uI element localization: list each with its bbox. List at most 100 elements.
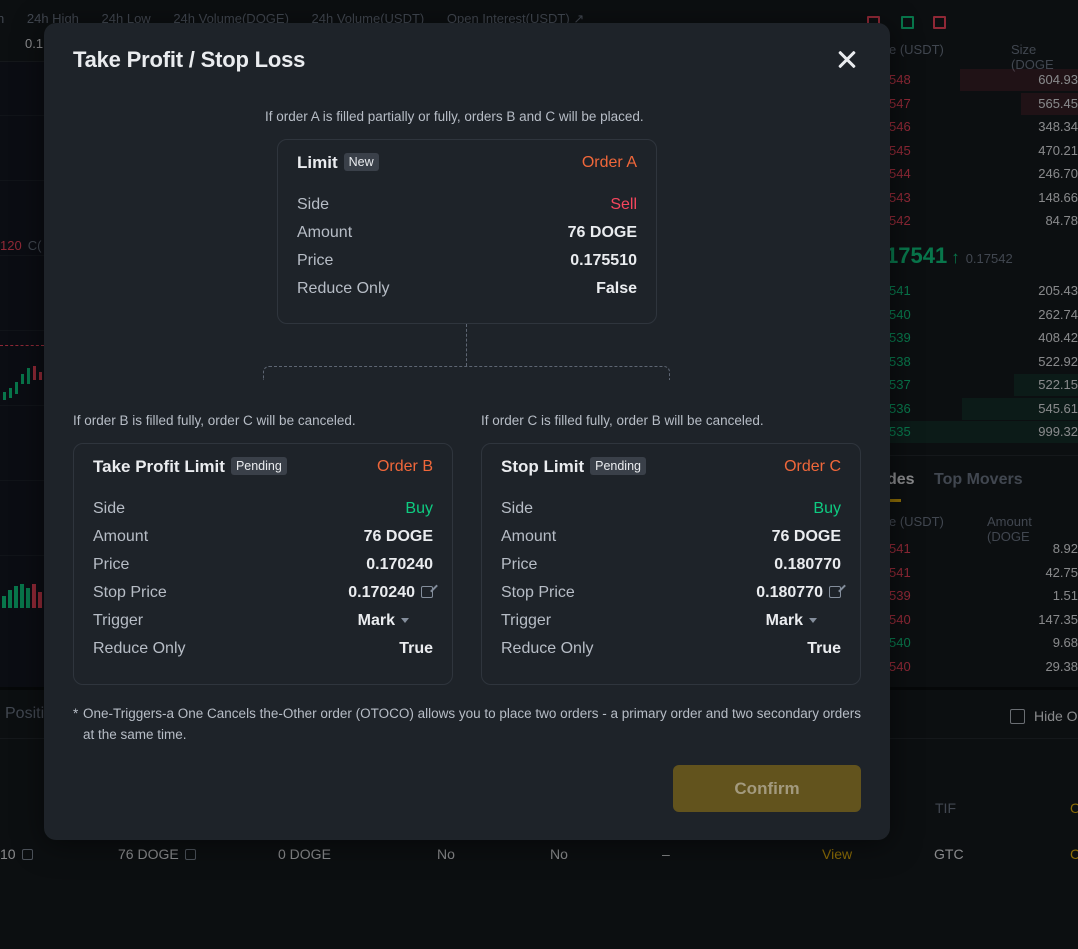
row-label: Amount [297,224,353,241]
market-stats-labels: n 24h High 24h Low 24h Volume(DOGE) 24h … [0,11,603,27]
bid-price: 539 [889,330,911,345]
depth-bar [960,69,1078,91]
stat-label: n [0,11,5,26]
trade-price: 539 [889,588,911,603]
tab-top-movers[interactable]: Top Movers [934,471,1023,488]
candle [3,392,6,400]
ask-price: 544 [889,166,911,181]
orderbook-ask-row[interactable]: 545 470.21 [845,140,1078,162]
row-label: Trigger [501,612,552,629]
stat-label-open-interest[interactable]: Open Interest(USDT) ↗ [446,11,585,26]
edit-icon[interactable] [421,586,433,598]
trade-row: 540 29.38 [845,656,1078,678]
trigger-select[interactable]: Mark [358,612,409,630]
stop-price-value: 0.180770 [756,584,823,601]
ask-price: 545 [889,142,911,158]
orderbook-buy-icon[interactable] [901,16,914,29]
note-order-c: If order C is filled fully, order B will… [481,413,764,428]
order-c-card: Stop Limit Pending Order C Side Buy Amoun… [481,443,861,685]
trade-amount: 42.75 [1045,564,1078,580]
row-value: 0.175510 [570,252,637,269]
row-value: 0.180770 [774,556,841,573]
trade-amount: 29.38 [1045,658,1078,674]
orderbook-bid-row[interactable]: 541 205.43 [845,280,1078,302]
row-value: False [596,280,637,297]
bid-price: 541 [889,283,911,298]
orderbook-bid-row[interactable]: 537 522.15 [845,374,1078,396]
status-badge: New [343,153,379,171]
row-label: Stop Price [501,584,575,601]
order-a-amount-row: Amount 76 DOGE [297,224,637,246]
row-label: Side [297,196,330,213]
volume-bar [14,586,18,608]
bid-size: 545.61 [1038,400,1078,416]
depth-bar [962,397,1078,420]
orderbook-ask-row[interactable]: 543 148.66 [845,187,1078,209]
column-header-right: O [1070,800,1078,816]
order-b-price-row: Price 0.170240 [93,556,433,578]
stop-price-value: 0.170240 [348,584,415,601]
stat-value: 0.1 [25,36,44,51]
trades-price-header: e (USDT) [889,514,944,529]
ask-price: 547 [889,95,911,111]
row-value: True [399,640,433,657]
candle [21,374,24,384]
orderbook-mid-price: 17541 ↑ 0.17542 [886,243,1013,269]
checkbox-icon[interactable] [1010,709,1025,724]
ask-size: 148.66 [1038,189,1078,205]
chart-price-suffix: C( [27,238,42,253]
tab-trades[interactable]: des [887,471,915,488]
trigger-select[interactable]: Mark [766,612,817,630]
tab-positions[interactable]: Positi [5,705,45,722]
trade-price: 540 [889,658,911,674]
order-a-card: Limit New Order A Side Sell Amount 76 DOG… [277,139,657,324]
order-b-card: Take Profit Limit Pending Order B Side Bu… [73,443,453,685]
row-value: Buy [813,500,841,517]
bid-size: 262.74 [1038,306,1078,322]
order-b-reduce-only-row: Reduce Only True [93,640,433,662]
edit-icon[interactable] [184,849,196,860]
orderbook-ask-row[interactable]: 544 246.70 [845,163,1078,185]
orderbook-bid-row[interactable]: 540 262.74 [845,304,1078,326]
trade-price: 541 [889,541,911,556]
candle [33,366,36,380]
orderbook-bid-row[interactable]: 538 522.92 [845,351,1078,373]
order-row-price[interactable]: 10 [0,846,33,862]
orderbook-ask-row[interactable]: 547 565.45 [845,92,1078,115]
order-row-reduce-only: No [437,846,455,862]
otoco-footnote: * One-Triggers-a One Cancels the-Other o… [73,703,863,745]
edit-icon[interactable] [829,586,841,598]
row-value: 76 DOGE [363,528,433,545]
orderbook-bid-row[interactable]: 536 545.61 [845,397,1078,420]
trade-amount: 8.92 [1052,541,1078,556]
trade-amount: 1.51 [1052,588,1078,603]
orderbook-bid-row[interactable]: 539 408.42 [845,327,1078,349]
order-a-type: Limit [297,153,338,172]
row-label: Amount [501,528,557,545]
trade-amount: 147.35 [1038,611,1078,627]
orderbook-ask-row[interactable]: 548 604.93 [845,69,1078,91]
order-b-type: Take Profit Limit [93,457,225,476]
confirm-button[interactable]: Confirm [673,765,861,812]
trade-price: 541 [889,564,911,580]
candle [27,368,30,384]
row-value: 76 DOGE [567,224,637,241]
row-label: Reduce Only [93,640,186,657]
row-value: 76 DOGE [771,528,841,545]
order-row-cancel[interactable]: C [1070,846,1078,862]
order-row-amount[interactable]: 76 DOGE [118,846,196,862]
stat-label-24h-low: 24h Low [101,11,151,26]
hide-other-checkbox[interactable]: Hide O [1010,708,1078,724]
orderbook-bid-row[interactable]: 535 999.32 [845,421,1078,443]
orderbook-ask-row[interactable]: 542 84.78 [845,210,1078,232]
ask-price: 546 [889,119,911,134]
close-icon[interactable] [834,47,860,73]
status-badge: Pending [230,457,287,475]
orderbook-sell-icon[interactable] [933,16,946,29]
row-label: Amount [93,528,149,545]
order-row-view-link[interactable]: View [822,846,853,862]
edit-icon[interactable] [21,849,33,860]
orderbook-ask-row[interactable]: 546 348.34 [845,116,1078,138]
volume-bars [0,582,44,608]
ask-size: 246.70 [1038,166,1078,181]
